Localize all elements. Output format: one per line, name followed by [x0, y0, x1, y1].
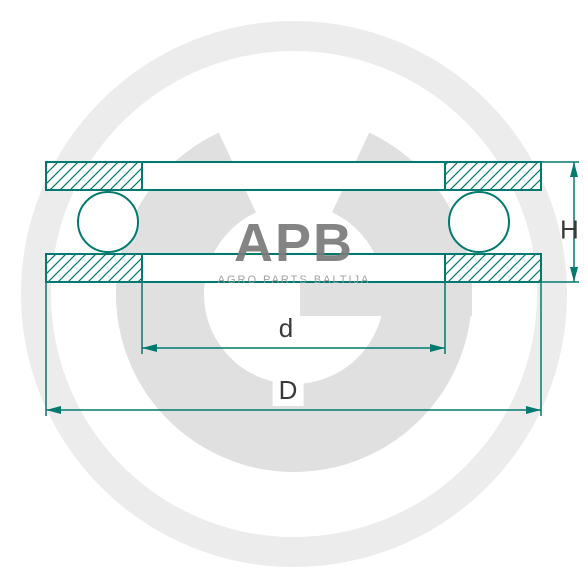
bearing-top-race [46, 162, 541, 190]
dimension-label-h: H [560, 215, 579, 246]
watermark-group [36, 36, 552, 552]
bearing-bot-race [46, 254, 541, 282]
ball_right [449, 192, 509, 252]
ball_left [78, 192, 138, 252]
dimension-label-d: d [273, 313, 299, 344]
bearing-diagram-svg [0, 0, 588, 588]
dimension-label-D: D [273, 375, 304, 406]
diagram-stage: APB AGRO PARTS BALTIJA H d D [0, 0, 588, 588]
